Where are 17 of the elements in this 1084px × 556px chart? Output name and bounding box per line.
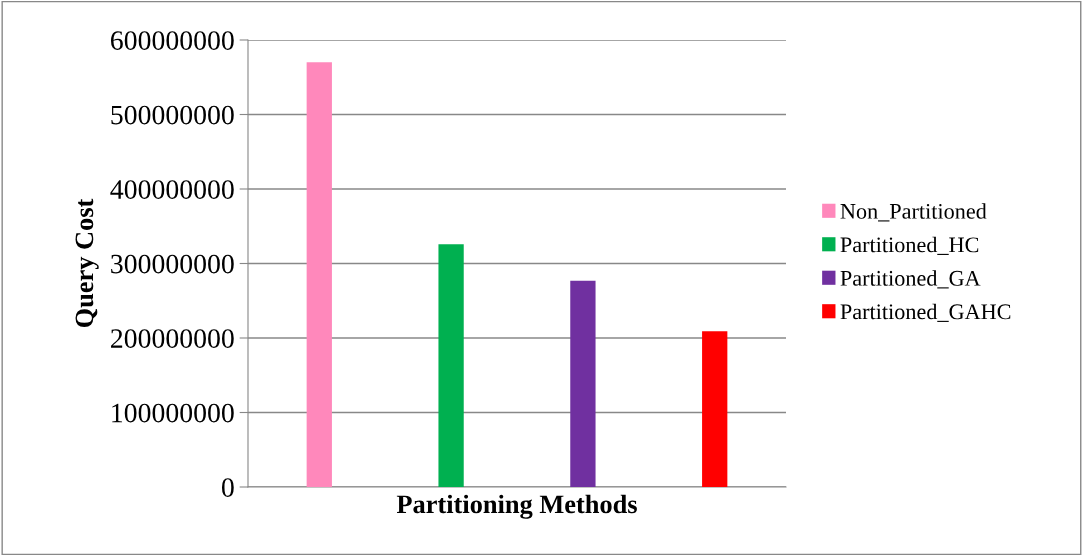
legend-label: Non_Partitioned bbox=[840, 203, 987, 222]
legend-label: Partitioned_HC bbox=[840, 236, 979, 255]
bar bbox=[702, 331, 728, 487]
bar bbox=[306, 62, 332, 487]
legend-label: Partitioned_GA bbox=[840, 270, 981, 289]
y-tick-label: 300000000 bbox=[111, 254, 234, 274]
y-tick-label: 0 bbox=[221, 478, 234, 497]
y-tick-label: 200000000 bbox=[111, 329, 234, 348]
y-tick-label: 100000000 bbox=[112, 403, 234, 423]
bar bbox=[438, 244, 464, 487]
y-tick-label: 600000000 bbox=[111, 31, 234, 50]
y-tick-label: 500000000 bbox=[111, 105, 234, 125]
y-tick-label: 400000000 bbox=[110, 180, 234, 199]
legend-label: Partitioned_GAHC bbox=[840, 303, 1011, 322]
x-axis-title: Partitioning Methods bbox=[396, 494, 637, 519]
bar bbox=[570, 280, 596, 487]
y-axis-title: Query Cost bbox=[75, 198, 99, 328]
